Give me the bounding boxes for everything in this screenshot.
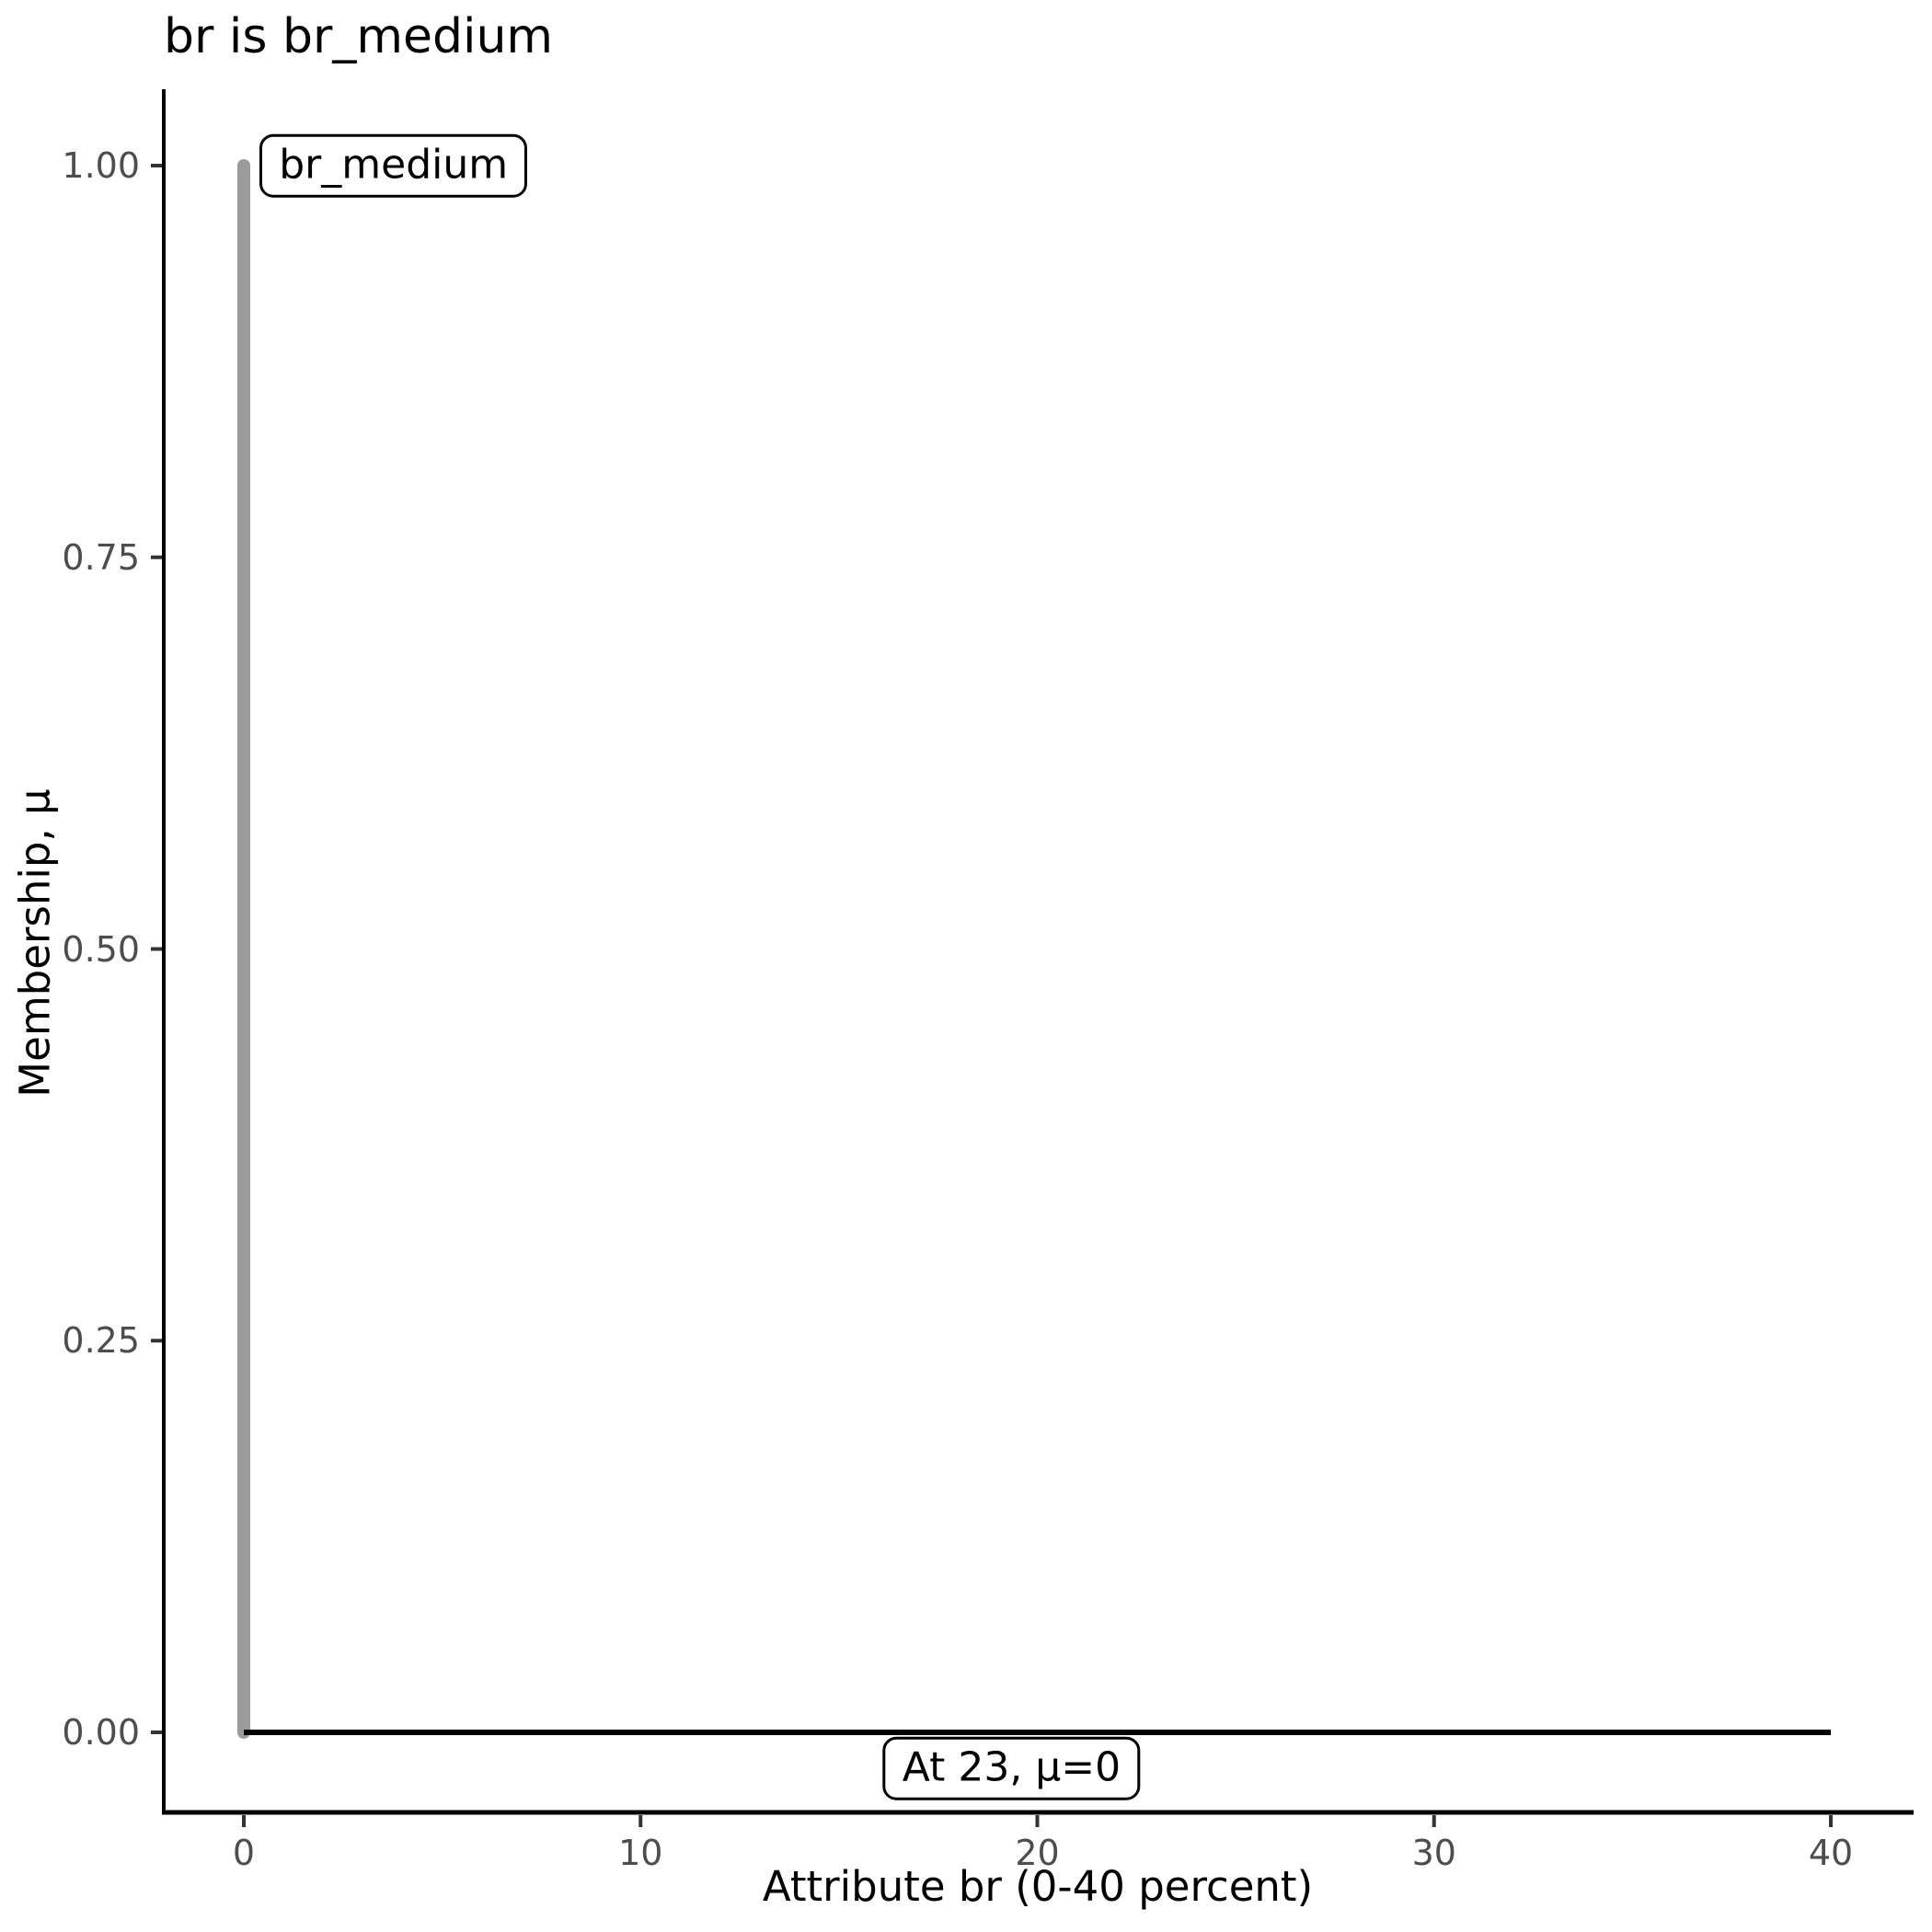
x-tick-label: 20 [1015,1833,1060,1873]
x-axis-title: Attribute br (0-40 percent) [762,1862,1314,1911]
annotation-at-23-label: At 23, μ=0 [882,1736,1141,1800]
y-tick-label: 0.00 [62,1712,140,1753]
x-tick-label: 40 [1808,1833,1854,1873]
annotation-br-medium-label: br_medium [259,133,528,198]
y-tick-label: 0.75 [62,536,140,578]
y-tick-label: 1.00 [62,145,140,186]
x-tick-label: 30 [1411,1833,1456,1873]
x-tick-label: 10 [618,1833,663,1873]
chart-title: br is br_medium [164,9,554,64]
y-axis-title: Membership, μ [10,788,60,1098]
y-tick-label: 0.50 [62,928,140,970]
x-tick-label: 0 [232,1833,256,1873]
y-tick-label: 0.25 [62,1320,140,1362]
